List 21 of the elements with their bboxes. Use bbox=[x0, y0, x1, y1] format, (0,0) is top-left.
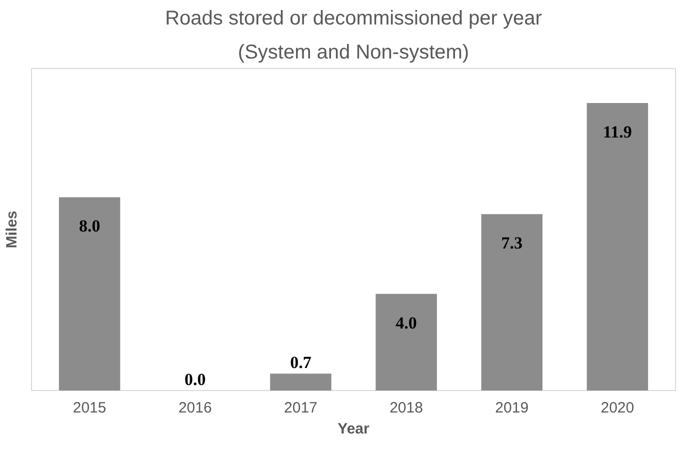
chart-title: Roads stored or decommissioned per year bbox=[165, 8, 542, 30]
x-tick-label: 2017 bbox=[284, 400, 318, 416]
data-label: 0.0 bbox=[184, 370, 206, 389]
x-tick-label: 2015 bbox=[72, 400, 106, 416]
x-tick-label: 2019 bbox=[495, 400, 529, 416]
x-tick-label: 2020 bbox=[600, 400, 634, 416]
y-axis-title: Miles bbox=[4, 210, 20, 248]
x-tick-label: 2016 bbox=[178, 400, 212, 416]
data-label: 7.3 bbox=[501, 234, 522, 253]
bar bbox=[376, 294, 437, 390]
data-label: 4.0 bbox=[396, 313, 417, 332]
data-label: 11.9 bbox=[603, 122, 632, 142]
chart-subtitle: (System and Non-system) bbox=[238, 42, 470, 64]
x-axis-title: Year bbox=[338, 420, 370, 438]
x-tick-label: 2018 bbox=[390, 400, 423, 416]
bar bbox=[586, 103, 648, 390]
data-label: 8.0 bbox=[78, 216, 100, 236]
bar bbox=[270, 374, 332, 390]
bar bbox=[481, 214, 542, 390]
data-label: 0.7 bbox=[290, 352, 312, 372]
bar bbox=[58, 197, 120, 390]
